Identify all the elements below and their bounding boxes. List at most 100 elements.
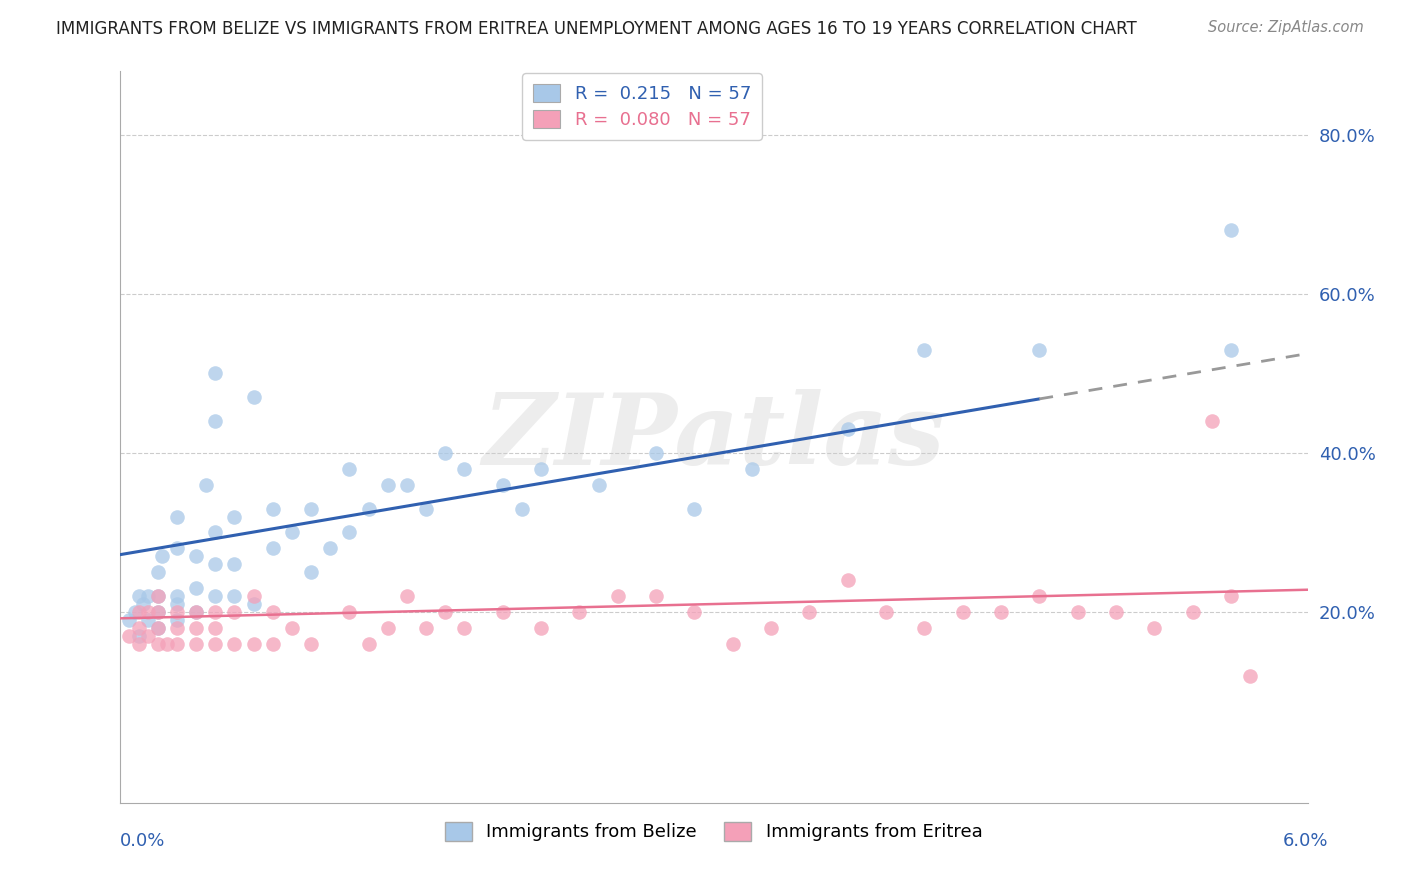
Point <box>741 462 763 476</box>
Point <box>166 509 188 524</box>
Point <box>186 581 208 595</box>
Point <box>128 621 150 635</box>
Point <box>453 621 475 635</box>
Point <box>204 558 226 572</box>
Point <box>912 343 935 357</box>
Point <box>1181 605 1204 619</box>
Point <box>146 589 169 603</box>
Point <box>128 605 150 619</box>
Point <box>510 501 533 516</box>
Text: ZIPatlas: ZIPatlas <box>482 389 945 485</box>
Point <box>1219 223 1241 237</box>
Point <box>837 573 859 587</box>
Point <box>606 589 628 603</box>
Point <box>377 477 399 491</box>
Point <box>262 501 284 516</box>
Point <box>146 637 169 651</box>
Point <box>166 589 188 603</box>
Text: 0.0%: 0.0% <box>120 831 165 849</box>
Point <box>299 637 322 651</box>
Legend: Immigrants from Belize, Immigrants from Eritrea: Immigrants from Belize, Immigrants from … <box>437 814 990 848</box>
Point <box>146 621 169 635</box>
Point <box>128 629 150 643</box>
Point <box>262 605 284 619</box>
Point <box>194 477 217 491</box>
Point <box>1219 343 1241 357</box>
Point <box>262 541 284 556</box>
Point <box>224 558 246 572</box>
Point <box>319 541 342 556</box>
Point <box>204 367 226 381</box>
Point <box>128 589 150 603</box>
Point <box>186 605 208 619</box>
Point <box>242 597 264 611</box>
Point <box>434 446 457 460</box>
Point <box>1028 343 1050 357</box>
Point <box>118 613 141 627</box>
Point <box>128 637 150 651</box>
Point <box>136 629 159 643</box>
Point <box>875 605 897 619</box>
Point <box>645 446 668 460</box>
Point <box>395 589 418 603</box>
Text: IMMIGRANTS FROM BELIZE VS IMMIGRANTS FROM ERITREA UNEMPLOYMENT AMONG AGES 16 TO : IMMIGRANTS FROM BELIZE VS IMMIGRANTS FRO… <box>56 20 1137 37</box>
Point <box>186 549 208 564</box>
Point <box>434 605 457 619</box>
Point <box>1066 605 1088 619</box>
Point <box>990 605 1012 619</box>
Point <box>415 501 437 516</box>
Point <box>186 637 208 651</box>
Point <box>166 613 188 627</box>
Point <box>339 605 361 619</box>
Point <box>588 477 610 491</box>
Point <box>339 525 361 540</box>
Point <box>357 501 380 516</box>
Point <box>1028 589 1050 603</box>
Point <box>683 501 706 516</box>
Text: Source: ZipAtlas.com: Source: ZipAtlas.com <box>1208 20 1364 35</box>
Point <box>146 605 169 619</box>
Point <box>1105 605 1128 619</box>
Point <box>224 637 246 651</box>
Point <box>683 605 706 619</box>
Text: 6.0%: 6.0% <box>1284 831 1329 849</box>
Point <box>339 462 361 476</box>
Point <box>146 566 169 580</box>
Point <box>299 501 322 516</box>
Point <box>242 390 264 404</box>
Point <box>530 621 553 635</box>
Point <box>1239 668 1261 682</box>
Point <box>242 637 264 651</box>
Point <box>136 605 159 619</box>
Point <box>146 621 169 635</box>
Point <box>224 589 246 603</box>
Point <box>759 621 782 635</box>
Point <box>1201 414 1223 428</box>
Point <box>146 589 169 603</box>
Point <box>224 605 246 619</box>
Point <box>131 597 153 611</box>
Point <box>204 414 226 428</box>
Point <box>186 605 208 619</box>
Point <box>530 462 553 476</box>
Point <box>146 605 169 619</box>
Point <box>242 589 264 603</box>
Point <box>166 541 188 556</box>
Point <box>204 525 226 540</box>
Point <box>204 637 226 651</box>
Point <box>166 605 188 619</box>
Point <box>166 597 188 611</box>
Point <box>395 477 418 491</box>
Point <box>281 525 304 540</box>
Point <box>1219 589 1241 603</box>
Point <box>453 462 475 476</box>
Point <box>912 621 935 635</box>
Point <box>568 605 591 619</box>
Point <box>299 566 322 580</box>
Point <box>377 621 399 635</box>
Point <box>204 605 226 619</box>
Point <box>224 509 246 524</box>
Point <box>357 637 380 651</box>
Point <box>166 637 188 651</box>
Point <box>837 422 859 436</box>
